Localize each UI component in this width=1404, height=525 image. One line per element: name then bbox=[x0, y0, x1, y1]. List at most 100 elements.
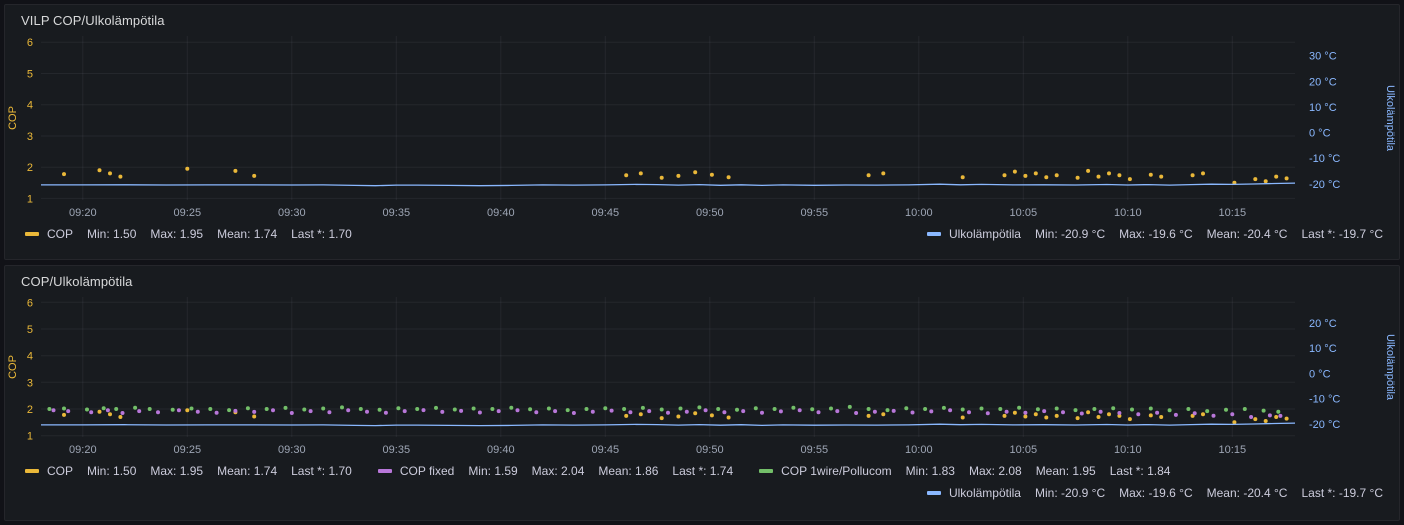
data-point bbox=[1253, 417, 1258, 422]
data-point bbox=[960, 175, 965, 180]
data-point bbox=[402, 409, 407, 414]
data-point bbox=[47, 407, 52, 411]
data-point bbox=[1012, 169, 1017, 174]
x-axis-tick-label: 09:55 bbox=[801, 207, 829, 219]
data-point bbox=[490, 407, 495, 411]
data-point bbox=[640, 405, 645, 410]
data-point bbox=[735, 407, 739, 412]
data-point bbox=[703, 408, 708, 413]
data-point bbox=[1148, 406, 1153, 411]
data-point bbox=[1278, 413, 1283, 418]
timeseries-plot-area[interactable]: 1 2 3 4 5 6 09:20 09:25 09:30 09:35 09:40 09:45 09:5… bbox=[5, 291, 1399, 459]
legend-swatch-cop-fixed bbox=[377, 469, 392, 473]
data-point bbox=[233, 408, 238, 413]
legend-item-ulkol-mp-tila[interactable]: Ulkolämpötila Min: -20.9 °C Max: -19.6 °C M… bbox=[926, 224, 1383, 244]
legend-group-right: Ulkolämpötila Min: -20.9 °C Max: -19.6 °C M… bbox=[926, 224, 1383, 244]
data-point bbox=[1023, 410, 1028, 415]
data-point bbox=[638, 171, 643, 176]
data-point bbox=[421, 408, 426, 413]
data-point bbox=[1054, 413, 1059, 418]
legend-item-cop-fixed[interactable]: COP fixed Min: 1.59 Max: 2.04 Mean: 1.86 Las… bbox=[377, 461, 733, 481]
legend-item-cop-1wire-pollucom[interactable]: COP 1wire/Pollucom Min: 1.83 Max: 2.08 Mean… bbox=[759, 461, 1170, 481]
legend-group-left: COP Min: 1.50 Max: 1.95 Mean: 1.74 Last *: 1… bbox=[25, 224, 352, 244]
left-axis-tick-label: 6 bbox=[27, 297, 33, 309]
data-point bbox=[118, 415, 123, 419]
data-point bbox=[979, 406, 984, 411]
data-point bbox=[584, 407, 589, 411]
data-point bbox=[1136, 412, 1141, 417]
data-point bbox=[697, 405, 702, 410]
series-points-cop-1wire-pollucom[interactable] bbox=[47, 404, 1281, 414]
data-point bbox=[1054, 173, 1059, 178]
left-axis-title: COP bbox=[7, 106, 19, 130]
left-axis-tick-label: 2 bbox=[27, 404, 33, 416]
data-point bbox=[377, 407, 382, 412]
data-point bbox=[1107, 171, 1111, 176]
data-point bbox=[1098, 409, 1103, 414]
legend-series-name[interactable]: COP fixed bbox=[399, 464, 455, 478]
legend-swatch-cop-1wire-pollucom bbox=[759, 469, 774, 473]
data-point bbox=[1111, 406, 1116, 411]
data-point bbox=[1023, 173, 1028, 178]
data-point bbox=[340, 405, 344, 410]
right-axis-tick-label: -20 °C bbox=[1309, 179, 1340, 191]
data-point bbox=[509, 405, 514, 410]
legend-series-name[interactable]: Ulkolämpötila bbox=[948, 227, 1021, 241]
data-point bbox=[772, 407, 777, 411]
data-point bbox=[515, 408, 520, 413]
data-point bbox=[233, 168, 238, 173]
data-point bbox=[546, 406, 551, 411]
data-point bbox=[1284, 416, 1289, 421]
data-point bbox=[1167, 408, 1172, 413]
series-points-cop[interactable] bbox=[62, 408, 1289, 425]
left-axis-tick-label: 1 bbox=[27, 431, 33, 443]
legend-series-name[interactable]: Ulkolämpötila bbox=[948, 486, 1021, 500]
data-point bbox=[528, 407, 533, 412]
legend-item-cop[interactable]: COP Min: 1.50 Max: 1.95 Mean: 1.74 Last *: 1… bbox=[25, 461, 352, 481]
data-point bbox=[1261, 408, 1266, 413]
data-point bbox=[1190, 173, 1195, 178]
data-point bbox=[185, 408, 190, 413]
x-axis-tick-label: 10:15 bbox=[1219, 444, 1247, 456]
legend-series-name[interactable]: COP 1wire/Pollucom bbox=[781, 464, 892, 478]
left-axis-tick-label: 3 bbox=[27, 131, 33, 143]
data-point bbox=[778, 409, 783, 414]
data-point bbox=[302, 407, 307, 412]
timeseries-plot-area[interactable]: 1 2 3 4 5 6 09:20 09:25 09:30 09:35 09:40 09:45 09:5… bbox=[5, 30, 1399, 222]
x-axis-tick-label: 09:45 bbox=[592, 207, 620, 219]
legend-stat: Last *: 1.84 bbox=[1109, 464, 1171, 478]
legend-group-left: COP Min: 1.50 Max: 1.95 Mean: 1.74 Last *: 1… bbox=[25, 461, 1170, 481]
data-point bbox=[638, 412, 643, 417]
legend-stat: Max: 1.95 bbox=[150, 227, 204, 241]
legend-series-name[interactable]: COP bbox=[47, 227, 74, 241]
right-axis-title: Ulkolämpötila bbox=[1384, 334, 1396, 401]
left-axis-tick-label: 6 bbox=[27, 37, 33, 49]
panel-title[interactable]: COP/Ulkolämpötila bbox=[21, 274, 133, 289]
data-point bbox=[1061, 410, 1065, 415]
legend-stat: Max: -19.6 °C bbox=[1119, 486, 1193, 500]
data-point bbox=[308, 409, 313, 414]
legend-series-name[interactable]: COP bbox=[47, 464, 74, 478]
left-axis-tick-label: 1 bbox=[27, 193, 33, 205]
data-point bbox=[271, 408, 275, 413]
legend-item-cop[interactable]: COP Min: 1.50 Max: 1.95 Mean: 1.74 Last *: 1… bbox=[25, 224, 352, 244]
series-points-cop[interactable] bbox=[62, 166, 1289, 185]
x-axis-tick-label: 10:00 bbox=[905, 207, 933, 219]
panel-header: VILP COP/Ulkolämpötila bbox=[5, 5, 1399, 30]
legend-item-ulkol-mp-tila[interactable]: Ulkolämpötila Min: -20.9 °C Max: -19.6 °C M… bbox=[926, 483, 1383, 503]
legend-swatch-cop bbox=[25, 469, 39, 473]
data-point bbox=[101, 406, 106, 411]
data-point bbox=[264, 407, 269, 411]
data-point bbox=[1079, 411, 1084, 416]
x-axis-tick-label: 09:35 bbox=[383, 444, 411, 456]
series-line-ulkol-mp-tila[interactable] bbox=[41, 182, 1296, 187]
data-point bbox=[1096, 174, 1101, 179]
series-points-cop-fixed[interactable] bbox=[51, 408, 1283, 419]
data-point bbox=[1249, 415, 1254, 419]
series-line-ulkol-mp-tila[interactable] bbox=[41, 422, 1296, 427]
data-point bbox=[948, 408, 953, 413]
legend-stat: Min: 1.83 bbox=[905, 464, 955, 478]
panel-title[interactable]: VILP COP/Ulkolämpötila bbox=[21, 13, 165, 28]
data-point bbox=[62, 406, 66, 411]
data-point bbox=[676, 414, 681, 419]
